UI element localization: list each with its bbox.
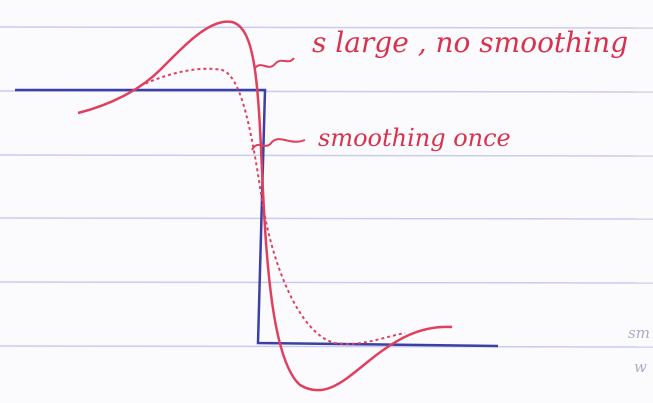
- sketch: s large , no smoothing smoothing once sm…: [0, 0, 653, 403]
- page: s large , no smoothing smoothing once sm…: [0, 0, 653, 403]
- paper: [0, 0, 653, 403]
- ruled-line: [0, 155, 653, 156]
- annotation: smoothing once: [318, 124, 511, 152]
- annotation: sm: [628, 324, 650, 342]
- ruled-line: [0, 282, 653, 283]
- annotation: s large , no smoothing: [312, 26, 628, 59]
- ruled-line: [0, 346, 653, 347]
- annotation: w: [634, 358, 647, 376]
- ruled-line: [0, 218, 653, 219]
